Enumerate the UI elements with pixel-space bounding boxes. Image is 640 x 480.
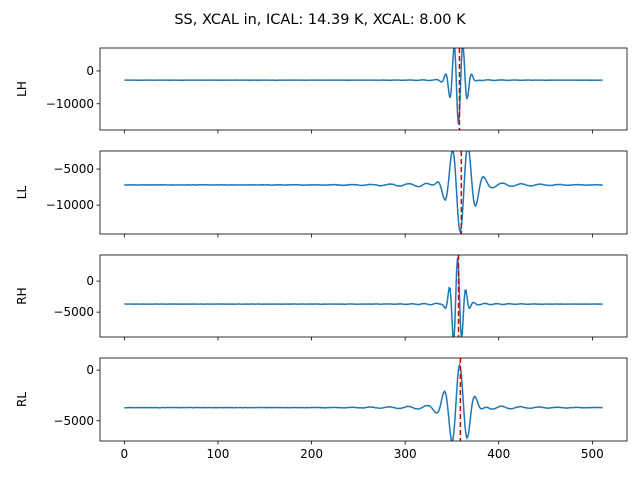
- y-tick-label: −5000: [53, 414, 94, 428]
- y-tick-label: −5000: [53, 305, 94, 319]
- y-axis-label: LH: [15, 81, 29, 97]
- axes-frame: [99, 47, 628, 131]
- series-line-ll: [124, 151, 603, 234]
- y-tick-label: 0: [86, 363, 94, 377]
- y-axis-label: RL: [15, 392, 29, 407]
- y-tick-label: −10000: [46, 97, 94, 111]
- panel-rh: 0 −5000 RH: [15, 254, 628, 341]
- x-tick-label: 200: [300, 447, 323, 461]
- x-tick-label: 400: [487, 447, 510, 461]
- x-tick-label: 500: [581, 447, 604, 461]
- axes-frame: [99, 357, 628, 442]
- y-tick-label: −5000: [53, 162, 94, 176]
- x-tick-label: 100: [206, 447, 229, 461]
- y-axis-label: LL: [15, 186, 29, 200]
- series-line-lh: [124, 48, 603, 125]
- x-tick-label: 300: [394, 447, 417, 461]
- y-tick-label: −10000: [46, 198, 94, 212]
- x-tick-label: 0: [121, 447, 129, 461]
- y-axis-label: RH: [15, 287, 29, 304]
- axes-frame: [99, 150, 628, 235]
- panel-ll: −5000 −10000 LL: [15, 150, 628, 238]
- series-line-rh: [124, 257, 603, 337]
- y-tick-label: 0: [86, 64, 94, 78]
- chart-title: SS, XCAL in, ICAL: 14.39 K, XCAL: 8.00 K: [174, 12, 466, 28]
- y-tick-label: 0: [86, 274, 94, 288]
- panel-rl: 0 −5000 RL 0 100 200 300 400 500: [15, 357, 628, 461]
- panel-lh: 0 −10000 LH: [15, 47, 628, 134]
- series-line-rl: [124, 362, 603, 441]
- axes-frame: [99, 254, 628, 338]
